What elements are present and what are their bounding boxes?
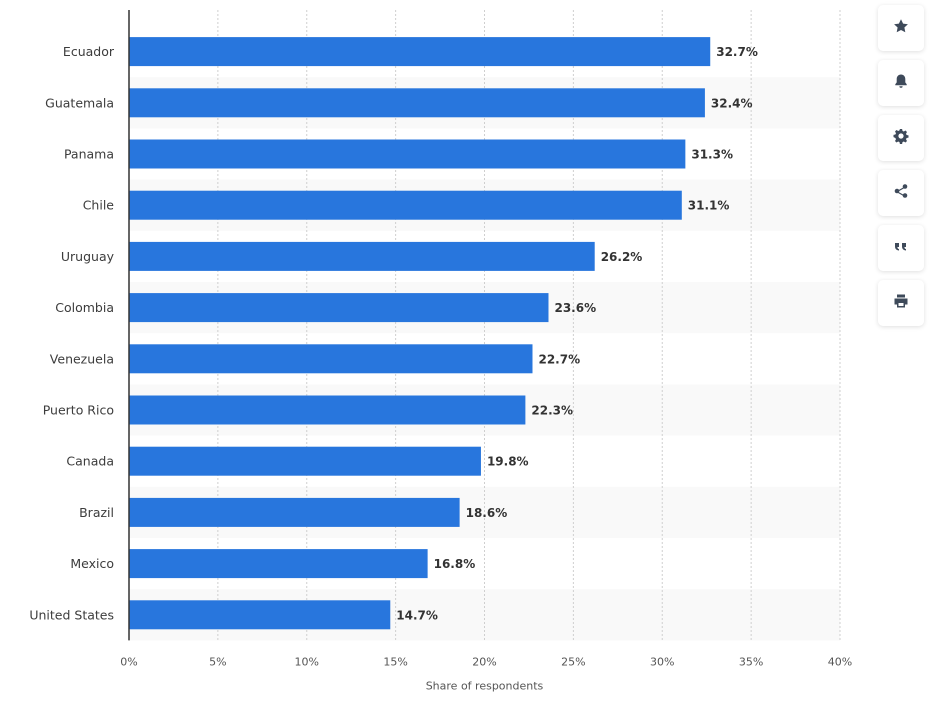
x-axis-ticks: 0% 5% 10% 15% 20% 25% 30% 35% 40% [120, 655, 852, 668]
data-label: 32.7% [716, 45, 758, 59]
category-labels: Ecuador Guatemala Panama Chile Uruguay Colomb… [29, 44, 115, 622]
x-tick-label: 40% [828, 655, 852, 668]
data-label: 31.1% [688, 199, 730, 213]
x-tick-label: 35% [739, 655, 763, 668]
x-tick-label: 20% [472, 655, 496, 668]
data-label: 31.3% [691, 148, 733, 162]
x-tick-label: 30% [650, 655, 674, 668]
data-label: 16.8% [434, 557, 476, 571]
value-labels: 32.7% 32.4% 31.3% 31.1% 26.2% 23.6% 22.7% 22.3%… [396, 45, 758, 622]
category-label: Panama [64, 147, 114, 162]
favorite-button[interactable] [878, 5, 924, 51]
share-button[interactable] [878, 170, 924, 216]
printer-icon [893, 293, 909, 313]
quote-icon [893, 238, 909, 258]
bars [129, 37, 711, 630]
category-label: Ecuador [63, 44, 115, 59]
bar[interactable] [129, 190, 682, 220]
category-label: United States [29, 607, 114, 622]
data-label: 22.7% [538, 352, 580, 366]
data-label: 19.8% [487, 455, 529, 469]
notification-button[interactable] [878, 60, 924, 106]
category-label: Chile [83, 198, 115, 213]
category-label: Guatemala [45, 95, 114, 110]
category-label: Venezuela [50, 351, 114, 366]
bar[interactable] [129, 139, 686, 169]
cite-button[interactable] [878, 225, 924, 271]
bar[interactable] [129, 293, 549, 323]
print-button[interactable] [878, 280, 924, 326]
category-label: Canada [66, 454, 114, 469]
data-label: 14.7% [396, 608, 438, 622]
category-label: Puerto Rico [43, 403, 114, 418]
x-tick-label: 0% [120, 655, 137, 668]
bar[interactable] [129, 241, 595, 271]
bar[interactable] [129, 395, 526, 425]
data-label: 18.6% [466, 506, 508, 520]
chart-toolbar [878, 5, 924, 335]
share-icon [893, 183, 909, 203]
bell-icon [893, 73, 909, 93]
bar[interactable] [129, 344, 533, 374]
bar[interactable] [129, 37, 711, 67]
data-label: 22.3% [531, 404, 573, 418]
data-label: 26.2% [601, 250, 643, 264]
category-label: Uruguay [61, 249, 115, 264]
settings-button[interactable] [878, 115, 924, 161]
category-label: Mexico [70, 556, 114, 571]
bar[interactable] [129, 600, 391, 630]
star-icon [893, 18, 909, 38]
data-label: 32.4% [711, 96, 753, 110]
category-label: Brazil [79, 505, 114, 520]
data-label: 23.6% [554, 301, 596, 315]
bar[interactable] [129, 549, 428, 579]
gear-icon [893, 128, 909, 148]
x-tick-label: 5% [209, 655, 226, 668]
x-axis-title: Share of respondents [426, 679, 544, 692]
bar[interactable] [129, 497, 460, 527]
x-tick-label: 25% [561, 655, 585, 668]
x-tick-label: 15% [383, 655, 407, 668]
bar[interactable] [129, 446, 481, 476]
category-label: Colombia [55, 300, 114, 315]
bar[interactable] [129, 88, 705, 118]
x-tick-label: 10% [295, 655, 319, 668]
